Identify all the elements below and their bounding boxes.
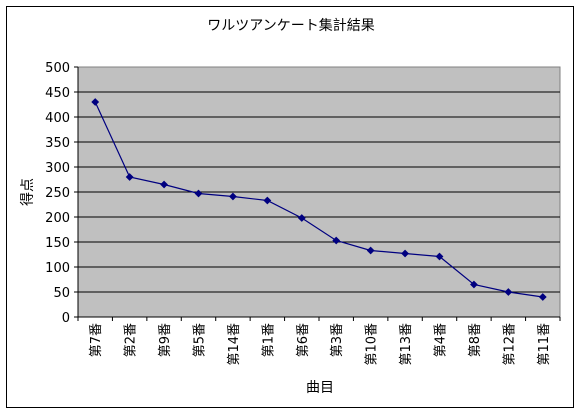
data-point-marker bbox=[263, 196, 272, 205]
data-point-marker bbox=[297, 214, 306, 222]
data-point-marker bbox=[470, 280, 478, 289]
data-point-marker bbox=[125, 173, 134, 181]
data-point-marker bbox=[194, 189, 203, 198]
y-tick-label: 50 bbox=[53, 286, 70, 301]
y-tick-label: 400 bbox=[45, 111, 70, 126]
data-markers bbox=[91, 98, 547, 301]
data-point-marker bbox=[366, 246, 375, 255]
y-tick-label: 200 bbox=[45, 211, 70, 226]
x-tick-label: 第10番 bbox=[365, 323, 380, 366]
x-tick-label: 第14番 bbox=[227, 323, 242, 366]
y-tick-label: 500 bbox=[45, 61, 70, 76]
x-tick-label: 第12番 bbox=[502, 323, 517, 366]
data-point-marker bbox=[91, 98, 100, 106]
x-tick-label: 第6番 bbox=[296, 323, 311, 357]
x-tick-label: 第1番 bbox=[261, 323, 276, 357]
x-tick-label: 第8番 bbox=[468, 323, 483, 357]
y-tick-label: 350 bbox=[45, 136, 70, 151]
data-point-marker bbox=[538, 293, 547, 301]
data-point-marker bbox=[160, 180, 168, 189]
data-point-marker bbox=[504, 288, 513, 296]
y-axis-label: 得点 bbox=[19, 178, 36, 206]
x-tick-label: 第7番 bbox=[89, 323, 104, 357]
y-tick-label: 450 bbox=[45, 86, 70, 101]
chart-title: ワルツアンケート集計結果 bbox=[207, 17, 374, 34]
data-point-marker bbox=[401, 249, 409, 258]
data-point-marker bbox=[229, 192, 237, 201]
x-tick-label: 第11番 bbox=[537, 323, 552, 366]
x-tick-label: 第13番 bbox=[399, 323, 414, 366]
x-tick-label: 第2番 bbox=[124, 323, 139, 357]
x-tick-label: 第4番 bbox=[434, 323, 449, 357]
x-tick-label: 第3番 bbox=[330, 323, 345, 357]
series-line bbox=[94, 101, 543, 298]
y-axis: 0 50 100 150 200 250 300 350 400 450 500 bbox=[45, 61, 79, 326]
y-tick-label: 0 bbox=[62, 311, 70, 326]
x-axis-label: 曲目 bbox=[306, 380, 334, 396]
x-tick-label: 第9番 bbox=[158, 323, 173, 357]
gridlines bbox=[78, 91, 560, 293]
data-point-marker bbox=[435, 252, 444, 261]
y-tick-label: 100 bbox=[45, 261, 70, 276]
x-tick-label: 第5番 bbox=[193, 323, 208, 357]
y-tick-label: 300 bbox=[45, 161, 70, 176]
x-axis: 第7番 第2番 第9番 第5番 第14番 第1番 第6番 第3番 第10番 第13番 第4番 第8番 第… bbox=[77, 316, 561, 366]
data-point-marker bbox=[332, 236, 341, 245]
y-tick-label: 250 bbox=[45, 186, 70, 201]
y-tick-label: 150 bbox=[45, 236, 70, 251]
